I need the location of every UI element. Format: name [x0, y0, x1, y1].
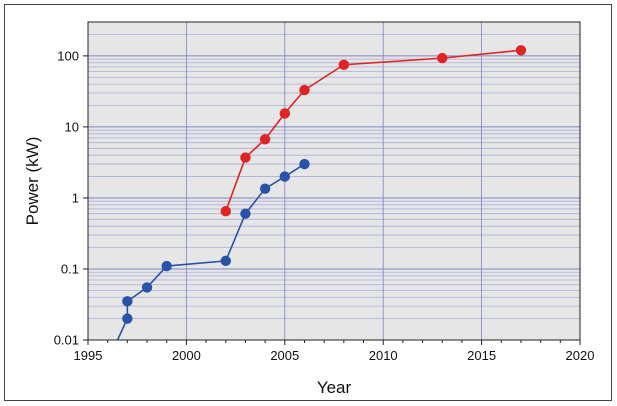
series-blue-point [299, 158, 310, 170]
series-red-point [437, 52, 448, 64]
y-tick-label: 1 [72, 190, 79, 205]
x-tick-label: 2005 [270, 348, 299, 363]
plot-background [88, 22, 580, 340]
x-tick-label: 1995 [74, 348, 103, 363]
series-blue-point [279, 171, 290, 182]
plot-border [87, 21, 581, 341]
y-axis-label: Power (kW) [23, 137, 42, 226]
y-tick-label: 10 [65, 119, 79, 134]
series-blue-point [141, 282, 153, 293]
series-blue-point [240, 208, 251, 219]
series-red-point [279, 108, 290, 119]
series-blue-point [220, 255, 231, 267]
series-red-point [515, 45, 527, 56]
x-tick-label: 2015 [467, 348, 496, 363]
series-red-point [259, 134, 271, 145]
series-red-point [338, 59, 350, 70]
x-tick-label: 2010 [369, 348, 398, 363]
y-tick-label: 100 [57, 48, 79, 63]
y-tick-label: 0.1 [61, 261, 79, 276]
series-red-point [240, 152, 251, 163]
y-tick-label: 0.01 [54, 333, 79, 348]
series-blue-point [122, 296, 133, 307]
x-tick-label: 2020 [566, 348, 595, 363]
series-blue-point [259, 183, 271, 194]
x-tick-label: 2000 [172, 348, 201, 363]
series-blue-point [122, 313, 133, 324]
series-red-point [220, 206, 231, 217]
x-axis-label: Year [317, 378, 352, 397]
series-red-point [299, 84, 310, 96]
series-blue-point [161, 260, 172, 272]
